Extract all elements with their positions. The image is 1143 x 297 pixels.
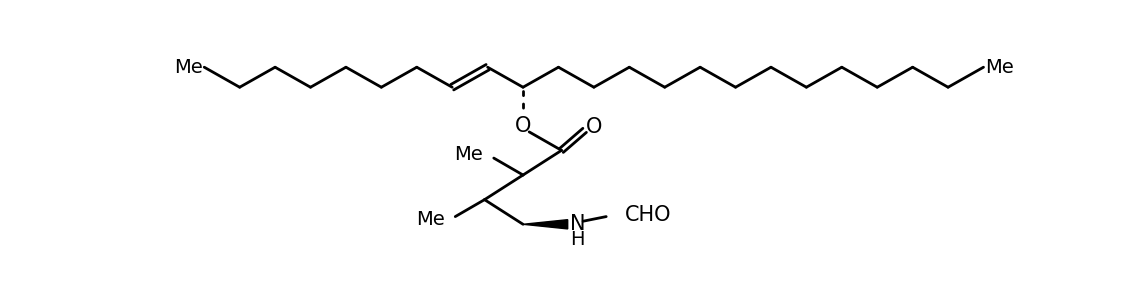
Text: Me: Me [454,146,483,165]
Text: CHO: CHO [625,205,671,225]
Text: N: N [570,214,585,234]
Text: H: H [570,230,585,249]
Text: Me: Me [416,210,445,229]
Polygon shape [523,220,568,229]
Text: Me: Me [985,58,1014,77]
Text: O: O [585,117,602,137]
Text: O: O [514,116,531,136]
Text: Me: Me [174,58,202,77]
